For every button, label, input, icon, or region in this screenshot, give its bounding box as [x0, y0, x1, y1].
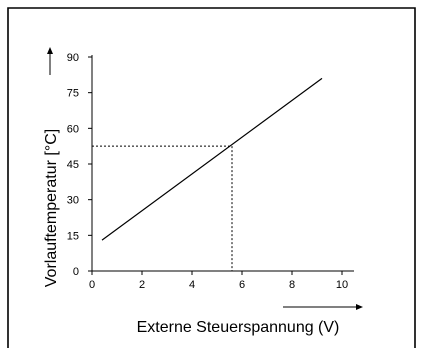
y-tick-label: 75	[67, 88, 79, 100]
x-tick-label: 0	[89, 279, 95, 291]
x-tick-label: 6	[239, 279, 245, 291]
x-tick-label: 8	[289, 279, 295, 291]
x-tick-label: 4	[189, 279, 195, 291]
x-tick-label: 10	[336, 279, 348, 291]
y-tick-label: 0	[73, 266, 79, 278]
x-direction-arrow	[283, 304, 363, 310]
y-direction-arrow	[47, 47, 53, 75]
plot-area: 0 15 30 45 60 75 90 0 2 4 6 8 10	[67, 52, 354, 291]
x-axis-title: Externe Steuerspannung (V)	[137, 319, 340, 336]
series-line	[101, 77, 323, 241]
y-tick-label: 90	[67, 52, 79, 64]
y-axis-title: Vorlauftemperatur [°C]	[43, 129, 60, 287]
frame-border	[7, 7, 416, 348]
y-tick-label: 60	[67, 123, 79, 135]
x-tick-label: 2	[139, 279, 145, 291]
y-tick-label: 45	[67, 159, 79, 171]
y-tick-label: 15	[67, 230, 79, 242]
y-tick-label: 30	[67, 195, 79, 207]
